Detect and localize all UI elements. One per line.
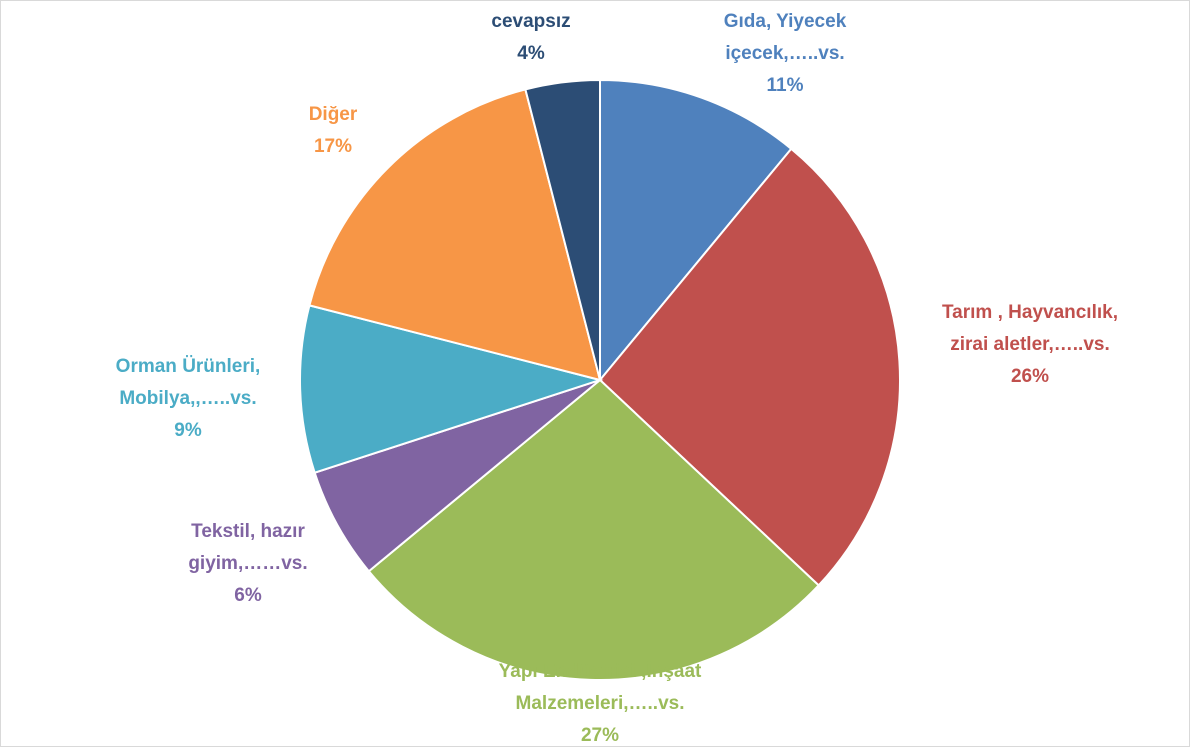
pie-category-label: içecek,…..vs. [725, 43, 844, 64]
pie-category-label: Gıda, Yiyecek [724, 11, 847, 32]
pie-category-label: cevapsız [491, 11, 570, 32]
pie-category-label: Tarım , Hayvancılık, [942, 302, 1118, 323]
pie-data-label-6: Diğer 17% [309, 104, 358, 157]
pie-data-label-1: Gıda, Yiyecek içecek,…..vs. 11% [724, 11, 847, 96]
pie-slice-7 [524, 78, 601, 381]
pie-value-label: 26% [1011, 366, 1049, 387]
pie-category-label: Yapı Endüstrisi ,İnşaat [499, 661, 702, 682]
pie-category-label: zirai aletler,…..vs. [950, 334, 1109, 355]
pie-slice-6 [308, 88, 602, 382]
pie-category-label: Diğer [309, 104, 358, 125]
pie-labels: Gıda, Yiyecek içecek,…..vs. 11% Tarım , Hay… [116, 11, 1118, 746]
pie-value-label: 11% [767, 75, 804, 96]
pie-data-label-3: Yapı Endüstrisi ,İnşaat Malzemeleri,…..vs… [499, 661, 702, 746]
pie-category-label: Mobilya,,…..vs. [119, 388, 256, 409]
pie-data-label-4: Tekstil, hazır giyim,……vs. 6% [188, 521, 307, 606]
pie-value-label: 17% [314, 136, 352, 157]
pie-category-label: giyim,……vs. [188, 553, 307, 574]
pie-slice-3 [367, 378, 821, 681]
pie-data-label-7: cevapsız 4% [491, 11, 570, 64]
pie-category-label: Malzemeleri,…..vs. [516, 693, 685, 714]
pie-value-label: 4% [517, 43, 545, 64]
pie-slice-5 [299, 304, 604, 474]
pie-value-label: 9% [174, 420, 202, 441]
pie-data-label-5: Orman Ürünleri, Mobilya,,…..vs. 9% [116, 356, 261, 441]
pie-value-label: 6% [234, 585, 262, 606]
pie-category-label: Tekstil, hazır [191, 521, 305, 542]
pie-slice-2 [598, 147, 901, 587]
pie-category-label: Orman Ürünleri, [116, 356, 261, 377]
pie-slice-1 [599, 78, 793, 383]
pie-value-label: 27% [581, 725, 619, 746]
pie-slices [299, 78, 901, 681]
pie-data-label-2: Tarım , Hayvancılık, zirai aletler,…..vs.… [942, 302, 1118, 387]
